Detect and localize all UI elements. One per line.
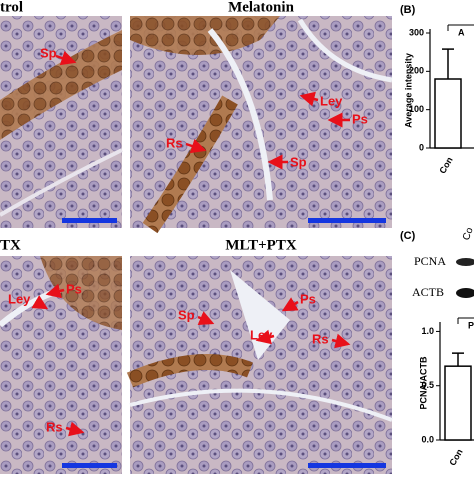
panel-title: trol [0, 0, 23, 15]
panel-label: (C) [400, 230, 416, 242]
panel-title: Melatonin [228, 0, 294, 15]
y-axis-label: PCNA/ACTB [418, 356, 428, 409]
cell-label: Ley [320, 93, 343, 108]
panel-label: (B) [400, 4, 416, 16]
cell-label: Rs [166, 135, 183, 150]
cell-label: Ley [8, 291, 31, 306]
x-tick-label: Con [437, 155, 454, 175]
y-axis-label: Average intensity [403, 53, 413, 128]
x-tick-label: Con [447, 447, 464, 467]
cell-label: Sp [290, 154, 307, 169]
cell-label: Sp [178, 307, 195, 322]
annotation: A [458, 27, 465, 37]
y-tick-label: 1.0 [421, 326, 434, 336]
annotation: P= [468, 320, 474, 330]
cell-label: Rs [312, 331, 329, 346]
blot-band [456, 288, 474, 298]
bar [434, 78, 462, 149]
cell-label: Ps [352, 111, 368, 126]
y-tick-label: 0 [419, 142, 424, 152]
micrograph-top-right [130, 16, 393, 234]
y-tick-label: 200 [409, 66, 424, 76]
micrograph-bottom-left [0, 256, 122, 474]
cell-label: Rs [46, 419, 63, 434]
y-tick-label: 300 [409, 27, 424, 37]
bar [444, 365, 472, 441]
panel-title: TX [0, 237, 21, 253]
cell-label: Ley [250, 327, 273, 342]
cell-label: Ps [66, 281, 82, 296]
micrograph-top-left [0, 16, 123, 228]
panel-title: MLT+PTX [225, 237, 297, 253]
blot-band [456, 258, 474, 266]
blot-row-label: PCNA [414, 254, 446, 268]
cell-labels [31, 50, 351, 437]
blot-row-label: ACTB [412, 285, 444, 299]
y-tick-label: 100 [409, 104, 424, 114]
y-tick-label: 0.0 [421, 434, 434, 444]
cell-label: Sp [40, 45, 57, 60]
lane-label: Co [461, 226, 474, 242]
micrograph-bottom-right [126, 256, 393, 474]
cell-label: Ps [300, 291, 316, 306]
y-tick-label: 0.5 [421, 380, 434, 390]
